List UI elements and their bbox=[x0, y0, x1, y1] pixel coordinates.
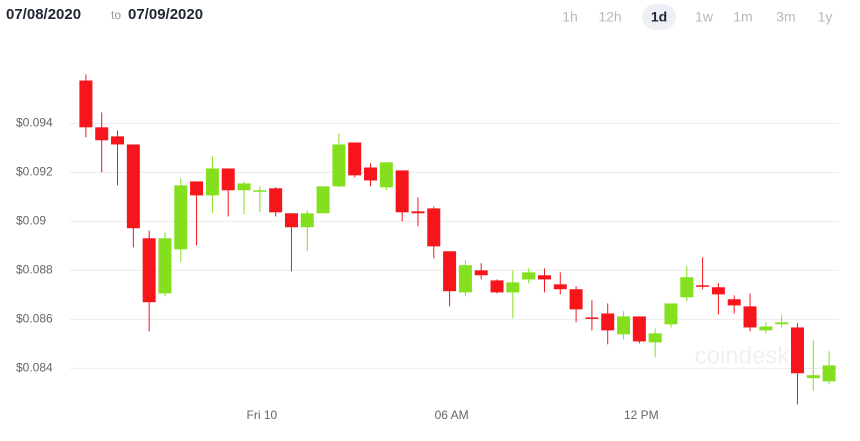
candle-body bbox=[458, 265, 472, 293]
candle-body bbox=[111, 136, 125, 145]
candle-body bbox=[364, 167, 378, 181]
candle-body bbox=[585, 317, 599, 319]
y-tick-label: $0.086 bbox=[16, 312, 53, 326]
candle-body bbox=[632, 316, 646, 342]
candle-body bbox=[284, 213, 298, 228]
candle-body bbox=[79, 80, 93, 128]
candle-body bbox=[190, 181, 204, 196]
candle-body bbox=[806, 375, 820, 379]
range-to: 07/09/2020 bbox=[128, 6, 203, 23]
candle-body bbox=[775, 322, 789, 325]
range-separator: to bbox=[111, 8, 121, 22]
candle-body bbox=[269, 188, 283, 213]
candle-body bbox=[126, 144, 140, 229]
candle-body bbox=[727, 299, 741, 306]
candle-body bbox=[237, 183, 251, 191]
candle-body bbox=[221, 168, 235, 191]
timeframe-button[interactable]: 3m bbox=[776, 9, 795, 25]
timeframe-button[interactable]: 12h bbox=[598, 9, 621, 25]
candle-body bbox=[522, 272, 536, 280]
candle-body bbox=[537, 275, 551, 280]
candle-body bbox=[601, 313, 615, 331]
y-tick-label: $0.088 bbox=[16, 263, 53, 277]
candle-body bbox=[95, 127, 109, 141]
candle-body bbox=[379, 162, 393, 188]
candle-body bbox=[711, 287, 725, 295]
candle-body bbox=[759, 326, 773, 331]
candle-body bbox=[253, 190, 267, 192]
candle-body bbox=[553, 284, 567, 290]
candle-body bbox=[300, 213, 314, 228]
y-tick-label: $0.09 bbox=[16, 214, 46, 228]
timeframe-button[interactable]: 1m bbox=[733, 9, 752, 25]
candle-body bbox=[664, 303, 678, 325]
candle-body bbox=[174, 185, 188, 250]
y-tick-label: $0.084 bbox=[16, 361, 53, 375]
candle-body bbox=[316, 186, 330, 214]
candle-body bbox=[617, 316, 631, 335]
candle-body bbox=[142, 238, 156, 303]
range-from: 07/08/2020 bbox=[6, 6, 81, 23]
y-tick-label: $0.094 bbox=[16, 116, 53, 130]
timeframe-selected-bg bbox=[642, 4, 676, 30]
candle-body bbox=[743, 306, 757, 328]
candle-body bbox=[490, 280, 504, 293]
candle-body bbox=[790, 327, 804, 374]
timeframe-button[interactable]: 1y bbox=[818, 9, 833, 25]
y-tick-label: $0.092 bbox=[16, 165, 53, 179]
timeframe-button[interactable]: 1d bbox=[651, 9, 667, 25]
candle-body bbox=[696, 285, 710, 287]
candle-body bbox=[348, 142, 362, 176]
x-tick-label: 06 AM bbox=[435, 408, 469, 422]
candle-body bbox=[443, 251, 457, 292]
candle-body bbox=[427, 208, 441, 247]
candle-body bbox=[648, 333, 662, 343]
candle-body bbox=[506, 282, 520, 293]
candle-body bbox=[395, 170, 409, 213]
candle-body bbox=[158, 238, 172, 294]
timeframe-button[interactable]: 1h bbox=[562, 9, 578, 25]
candle-body bbox=[569, 289, 583, 310]
timeframe-button[interactable]: 1w bbox=[695, 9, 714, 25]
x-tick-label: 12 PM bbox=[624, 408, 659, 422]
x-tick-label: Fri 10 bbox=[247, 408, 278, 422]
watermark: coindesk bbox=[695, 342, 791, 369]
candle-body bbox=[680, 277, 694, 298]
candle-body bbox=[205, 168, 219, 196]
candle-body bbox=[474, 270, 488, 276]
candle-body bbox=[332, 144, 346, 187]
candle-body bbox=[822, 365, 836, 382]
candle-body bbox=[411, 211, 425, 214]
